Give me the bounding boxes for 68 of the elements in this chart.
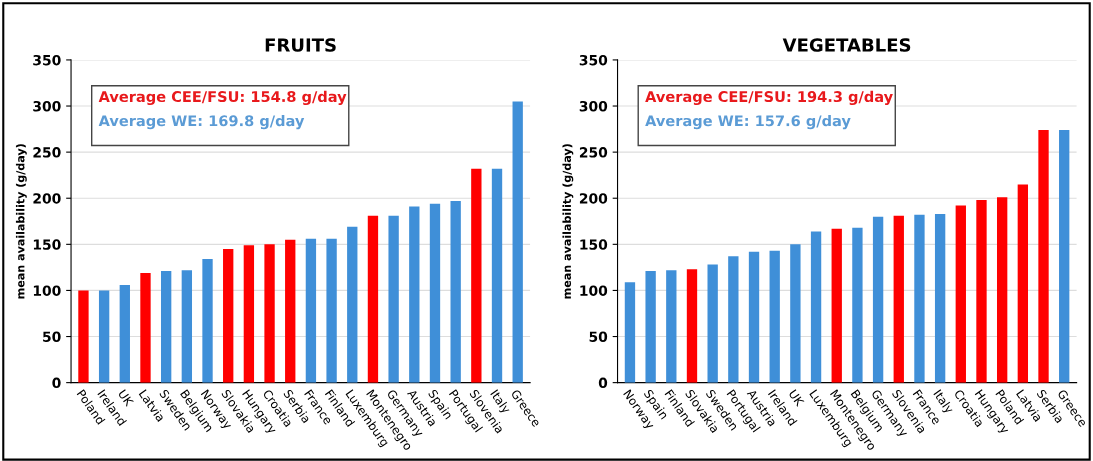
bar [666,270,677,383]
bar [1017,184,1029,383]
y-tick-label: 250 [579,147,608,158]
bar [790,244,801,383]
y-tick-label: 100 [33,285,61,296]
y-axis-title: mean availability (g/day) [15,144,27,299]
y-tick-label: 150 [33,239,61,250]
bar [852,227,863,383]
bar [1038,130,1049,383]
bar [872,216,884,383]
y-tick-label: 0 [598,377,608,389]
y-tick-label: 0 [52,377,61,389]
bar [367,215,379,383]
bar [769,250,780,383]
annotation: Average WE: 169.8 g/day [98,115,305,130]
chart-title: FRUITS [265,38,336,52]
bar [976,200,987,383]
bar [326,238,337,383]
bar [202,259,213,383]
bar [955,205,966,383]
bar [810,231,822,383]
y-tick-label: 50 [589,331,608,342]
bar [893,215,904,383]
y-tick-label: 50 [43,331,61,342]
y-tick-label: 100 [580,285,608,296]
bar [450,201,461,383]
bar [305,238,317,383]
y-tick-label: 200 [579,193,608,204]
bar [914,214,925,383]
bar [78,290,89,383]
y-tick-label: 300 [579,101,608,112]
bar [686,269,698,383]
bar [285,239,296,383]
bar [624,282,636,383]
chart-title: VEGETABLES [782,38,911,52]
bar [264,244,275,383]
bar [140,272,151,383]
y-tick-label: 300 [33,101,61,112]
bar [181,270,193,383]
bar [491,168,503,383]
bar [512,101,523,383]
bar [471,168,482,383]
y-tick-label: 150 [580,239,608,250]
y-tick-label: 200 [33,193,61,204]
bar [161,271,172,383]
bar [388,215,399,383]
annotation: Average CEE/FSU: 194.3 g/day [645,90,893,106]
y-tick-label: 350 [33,54,61,66]
bar [934,213,946,383]
bar [243,245,255,383]
y-axis-title: mean availability (g/day) [562,144,574,299]
bar [223,248,234,383]
bar [996,197,1008,383]
bar [98,290,110,383]
bar [707,264,718,383]
bar [748,251,760,383]
bar [831,228,842,383]
bar [347,226,358,383]
annotation: Average WE: 157.6 g/day [645,115,851,130]
y-tick-label: 350 [579,54,608,66]
bar [429,203,441,383]
bar [645,271,656,383]
annotation: Average CEE/FSU: 154.8 g/day [98,90,347,106]
bar [119,284,130,383]
y-tick-label: 250 [33,147,61,158]
bar [1059,130,1070,383]
bar [728,256,739,383]
bar [409,206,420,383]
